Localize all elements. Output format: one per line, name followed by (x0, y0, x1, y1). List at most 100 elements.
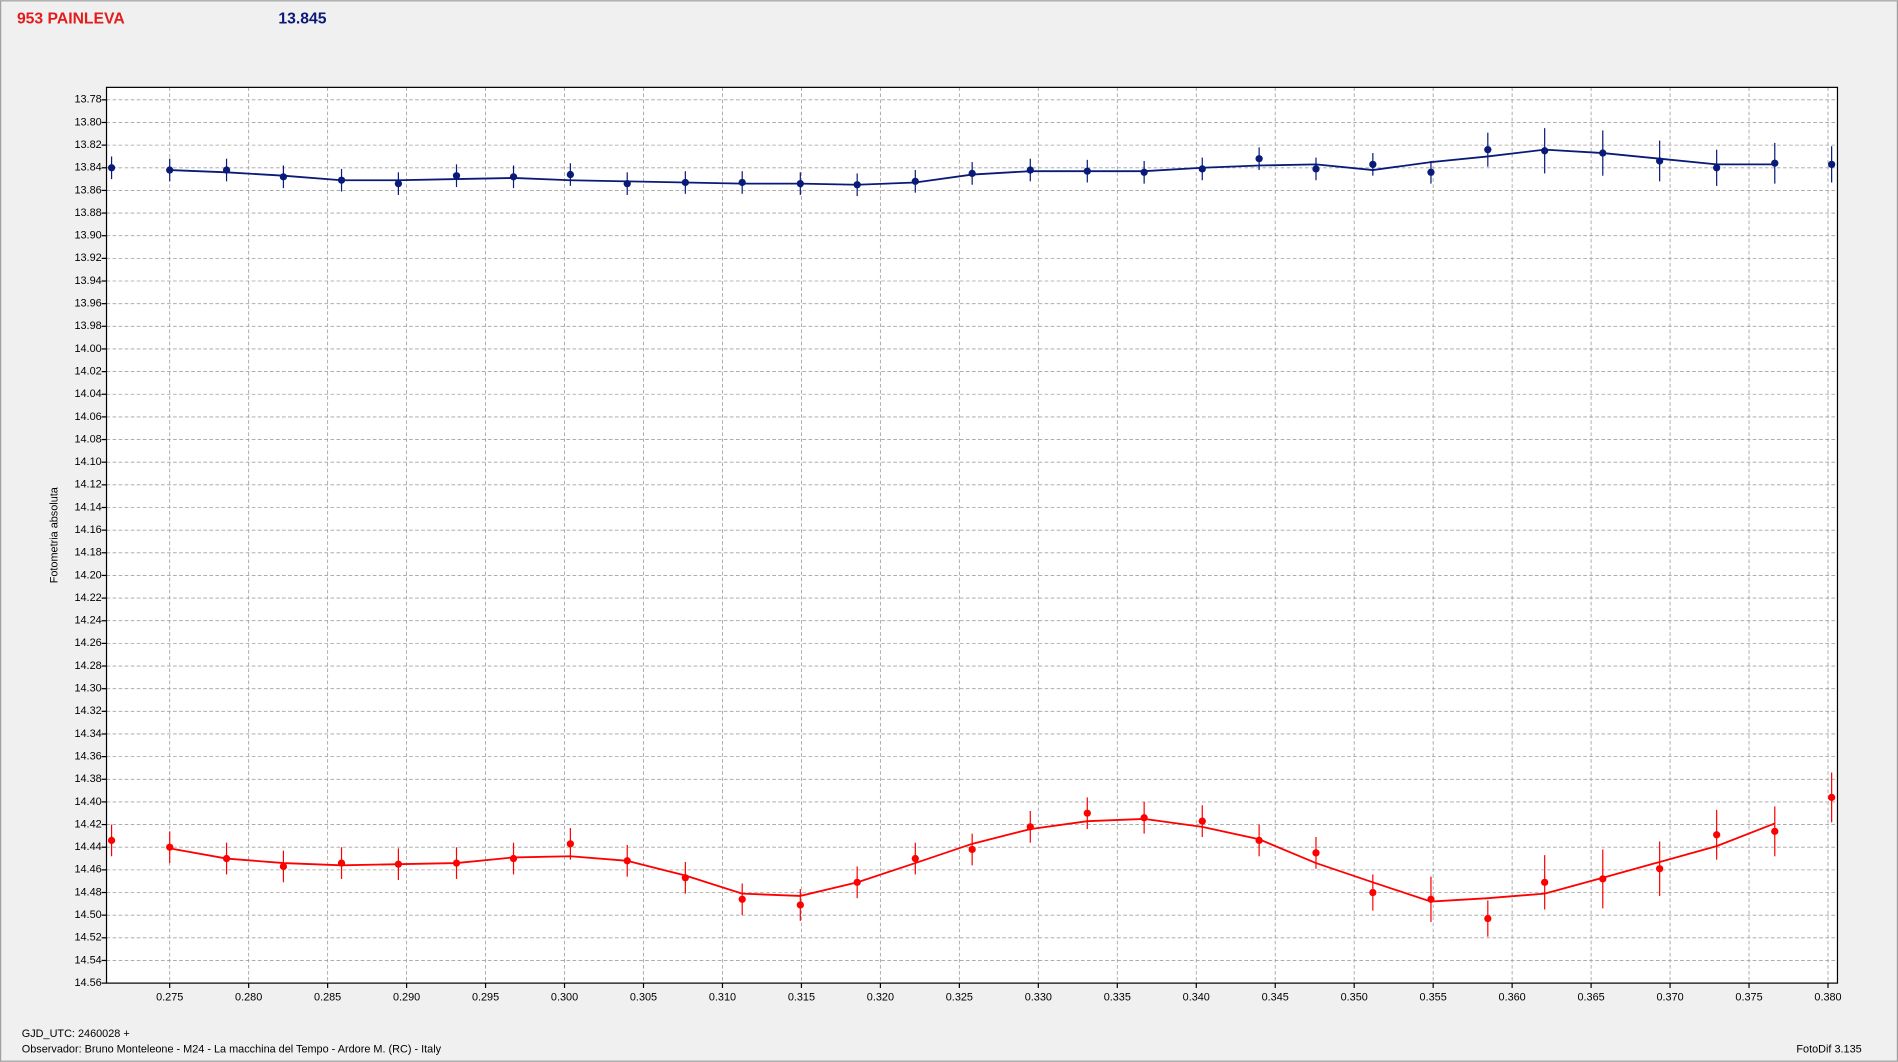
y-axis-label: Fotometria absoluta (48, 486, 60, 583)
y-tick-label: 14.28 (74, 660, 101, 672)
fit-line (169, 817, 1776, 903)
y-tick-label: 14.54 (74, 954, 101, 966)
data-point (911, 854, 919, 863)
y-tick-label: 14.20 (74, 569, 101, 581)
plot-border (105, 86, 1839, 984)
y-tick-label: 14.14 (74, 501, 101, 513)
y-tick-label: 14.42 (74, 818, 101, 830)
y-tick-label: 14.02 (74, 365, 101, 377)
data-point (1198, 165, 1206, 173)
data-point (738, 895, 746, 903)
data-point (1369, 160, 1377, 169)
data-point (1828, 793, 1836, 802)
x-tick-label: 0.295 (472, 992, 499, 1004)
data-point (279, 173, 288, 181)
chart-subtitle: 13.845 (278, 11, 326, 28)
y-tick-label: 14.08 (74, 433, 101, 445)
y-tick-label: 13.90 (74, 230, 101, 242)
y-tick-label: 13.82 (74, 139, 101, 151)
y-tick-label: 14.34 (74, 728, 101, 740)
x-tick-label: 0.275 (156, 992, 183, 1004)
data-point (1484, 914, 1492, 923)
y-tick-label: 14.16 (74, 524, 101, 536)
data-point (279, 862, 288, 871)
y-tick-label: 13.86 (74, 184, 101, 196)
x-tick-label: 0.350 (1341, 992, 1368, 1004)
y-tick-label: 14.22 (74, 592, 101, 604)
x-tick-label: 0.280 (235, 992, 262, 1004)
x-tick-label: 0.375 (1735, 992, 1762, 1004)
y-tick-label: 13.94 (74, 275, 101, 287)
data-point (1083, 809, 1091, 817)
y-tick-label: 14.00 (74, 343, 101, 355)
data-point (1026, 166, 1034, 174)
chart-title: 953 PAINLEVA (17, 11, 125, 28)
data-point (738, 178, 746, 187)
data-point (1484, 146, 1492, 154)
x-tick-label: 0.365 (1577, 992, 1604, 1004)
x-tick-label: 0.310 (709, 992, 736, 1004)
x-tick-label: 0.315 (788, 992, 815, 1004)
data-point (1312, 165, 1320, 173)
data-point (394, 179, 403, 188)
data-point (1656, 865, 1664, 873)
x-tick-label: 0.380 (1814, 992, 1841, 1004)
data-point (796, 901, 804, 909)
data-point (1771, 827, 1779, 835)
y-tick-label: 14.10 (74, 456, 101, 468)
data-point (1771, 159, 1779, 167)
y-tick-label: 14.38 (74, 773, 101, 785)
y-tick-label: 14.50 (74, 909, 101, 921)
y-tick-label: 14.30 (74, 683, 101, 695)
x-tick-label: 0.285 (314, 992, 341, 1004)
x-tick-label: 0.335 (1104, 992, 1131, 1004)
y-tick-label: 13.92 (74, 252, 101, 264)
data-point (1427, 168, 1435, 176)
y-tick-label: 14.24 (74, 615, 101, 627)
data-point (107, 164, 116, 172)
data-point (1140, 168, 1148, 176)
y-tick-label: 14.36 (74, 750, 101, 762)
data-point (1541, 878, 1549, 886)
x-tick-label: 0.360 (1499, 992, 1526, 1004)
x-tick-label: 0.290 (393, 992, 420, 1004)
y-tick-label: 14.18 (74, 547, 101, 559)
data-point (566, 170, 575, 179)
y-tick-label: 14.44 (74, 841, 101, 853)
x-tick-label: 0.340 (1183, 992, 1210, 1004)
y-tick-label: 14.32 (74, 705, 101, 717)
x-tick-label: 0.300 (551, 992, 578, 1004)
fit-line (169, 148, 1775, 186)
data-point (1255, 155, 1263, 163)
data-point (1713, 164, 1721, 172)
data-point (1369, 888, 1377, 897)
data-point (452, 172, 461, 180)
x-tick-label: 0.325 (946, 992, 973, 1004)
data-point (509, 173, 518, 181)
y-tick-label: 14.26 (74, 637, 101, 649)
data-point (1828, 160, 1836, 169)
footer-date: GJD_UTC: 2460028 + (22, 1028, 130, 1040)
data-point (968, 169, 976, 178)
data-point (968, 845, 976, 854)
y-tick-label: 14.56 (74, 977, 101, 989)
y-tick-label: 14.46 (74, 864, 101, 876)
data-point (107, 836, 116, 845)
x-tick-label: 0.320 (867, 992, 894, 1004)
data-point (1713, 831, 1721, 839)
software: FotoDif 3.135 (1796, 1044, 1861, 1056)
y-tick-label: 13.80 (74, 116, 101, 128)
y-tick-label: 14.06 (74, 411, 101, 423)
data-point (1312, 849, 1320, 857)
data-point (166, 843, 174, 851)
y-tick-label: 13.88 (74, 207, 101, 219)
y-tick-label: 14.12 (74, 479, 101, 491)
data-point (566, 840, 575, 848)
y-tick-label: 13.98 (74, 320, 101, 332)
x-tick-label: 0.370 (1656, 992, 1683, 1004)
data-point (1140, 814, 1148, 822)
y-tick-label: 13.78 (74, 94, 101, 106)
y-tick-label: 14.40 (74, 796, 101, 808)
data-point (1198, 817, 1206, 825)
y-tick-label: 14.48 (74, 886, 101, 898)
